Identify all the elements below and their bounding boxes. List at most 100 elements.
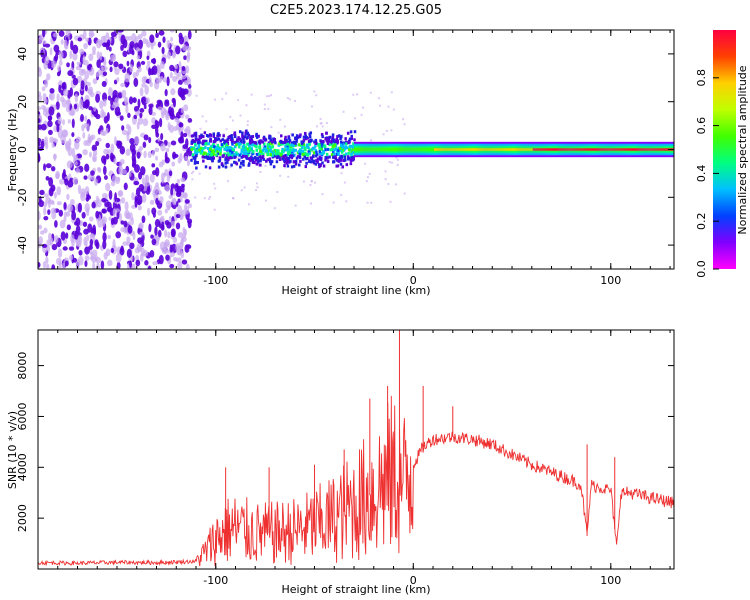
spectrogram-noise-cell [74, 139, 80, 150]
spectrogram-ridge-cell [416, 147, 418, 152]
spectrogram-ridge-peak [461, 148, 463, 151]
spectrogram-noise-cell [88, 106, 93, 111]
spectrogram-band-cell [290, 149, 294, 153]
spectrogram-ridge-peak [443, 148, 446, 151]
spectrogram-noise-cell [82, 132, 86, 139]
spectrogram-haze-cell [342, 110, 345, 113]
spectrogram-band-cell [283, 138, 287, 142]
spectrogram-ridge-peak [498, 148, 500, 151]
spectrogram-band-cell [314, 149, 318, 153]
spectrogram-noise-cell [109, 66, 113, 73]
spectrogram-haze-cell [287, 175, 290, 178]
spectrogram-noise-cell [71, 118, 75, 129]
spectrogram-ridge-peak [599, 148, 602, 151]
spectrogram-noise-cell [95, 71, 100, 78]
spectrogram-band-cell [281, 147, 284, 151]
spectrogram-band-cell [302, 142, 305, 146]
spectrogram-haze-cell [345, 200, 348, 203]
spectrogram-ridge-peak [540, 148, 542, 151]
spectrogram-band-cell [335, 137, 339, 141]
spectrogram-noise-cell [41, 86, 46, 92]
spectrogram-noise-cell [75, 217, 81, 227]
spectrogram-band-cell [285, 148, 288, 152]
spectrogram-band-cell [242, 154, 245, 158]
spectrogram-noise-cell [164, 208, 168, 214]
spectrogram-ridge-peak [481, 148, 483, 151]
spectrogram-band-cell [247, 162, 251, 166]
spectrogram-band-cell [269, 142, 273, 146]
spectrogram-ridge-peak [552, 148, 554, 151]
spectrogram-ridge-peak [607, 148, 610, 151]
spectrogram-band-cell [245, 154, 248, 158]
spectrogram-ridge-peak [516, 148, 519, 151]
spectrogram-noise-cell [45, 196, 51, 204]
spectrogram-noise-cell [181, 95, 186, 101]
spectrogram-ridge-peak [594, 148, 597, 151]
spectrogram-noise-cell [80, 80, 85, 90]
spectrogram-band-cell [198, 148, 201, 152]
spectrogram-band-cell [288, 152, 292, 156]
spectrogram-noise-cell [47, 209, 51, 215]
spectrogram-band-cell [288, 148, 292, 152]
spectrogram-noise-cell [85, 37, 89, 42]
spectrogram-noise-cell [45, 163, 52, 169]
spectrogram-noise-cell [101, 155, 107, 164]
spectrogram-noise-cell [66, 62, 70, 68]
spectrogram-band-cell [244, 130, 248, 134]
spectrogram-band-cell [212, 134, 216, 138]
spectrogram-noise-cell [175, 222, 181, 230]
spectrogram-band-cell [335, 164, 338, 168]
spectrogram-noise-cell [137, 116, 144, 125]
spectrogram-noise-cell [126, 236, 131, 243]
spectrogram-ridge-peak [611, 148, 614, 151]
spectrogram-noise-cell [171, 229, 176, 238]
spectrogram-ridge-peak [530, 148, 533, 151]
spectrogram-noise-cell [88, 32, 95, 37]
spectrogram-band-cell [306, 153, 310, 157]
spectrogram-band-cell [290, 165, 294, 169]
spectrogram-haze-cell [390, 91, 393, 94]
spectrogram-ridge-peak [610, 148, 613, 151]
spectrogram-ridge-peak [528, 148, 531, 151]
spectrogram-band-cell [292, 160, 296, 164]
spectrogram-band-cell [246, 153, 250, 157]
spectrogram-band-cell [214, 138, 217, 142]
spectrogram-band-cell [261, 140, 264, 144]
spectrogram-noise-cell [96, 59, 101, 68]
spectrogram-noise-cell [42, 92, 47, 101]
spectrogram-band-cell [336, 139, 339, 143]
spectrogram-noise-cell [167, 141, 171, 148]
spectrogram-noise-cell [154, 147, 160, 153]
spectrogram-band-cell [248, 141, 252, 145]
spectrogram-ridge-peak [602, 148, 605, 151]
spectrogram-band-cell [288, 143, 292, 147]
spectrogram-band-cell [335, 158, 339, 162]
spectrogram-ridge-peak [477, 148, 479, 151]
spectrogram-noise-cell [58, 209, 64, 217]
spectrogram-noise-cell [63, 88, 69, 97]
spectrogram-ridge-peak [487, 148, 489, 151]
spectrogram-noise-cell [187, 220, 192, 229]
spectrogram-band-cell [318, 155, 322, 159]
spectrogram-band-cell [331, 136, 335, 140]
spectrogram-band-cell [321, 161, 324, 165]
spectrogram-band-cell [328, 135, 332, 139]
spectrogram-ridge-cell [354, 147, 356, 152]
spectrogram-noise-cell [94, 178, 98, 186]
spectrogram-noise-cell [139, 231, 145, 236]
spectrogram-band-cell [224, 165, 228, 169]
spectrogram-band-cell [308, 132, 311, 136]
spectrogram-noise-cell [140, 96, 147, 104]
spectrogram-ridge-peak [488, 148, 490, 151]
spectrogram-band-cell [236, 138, 239, 142]
spectrogram-ridge-peak [478, 148, 480, 151]
spectrogram-noise-cell [84, 186, 90, 195]
spectrogram-noise-cell [74, 93, 79, 103]
spectrogram-ridge-cell [409, 147, 411, 152]
spectrogram-noise-cell [149, 249, 155, 258]
spectrogram-haze-cell [240, 189, 243, 192]
spectrogram-ridge-peak [563, 148, 565, 151]
spectrogram-ridge-cell [370, 147, 373, 152]
spectrogram-noise-cell [99, 100, 104, 110]
spectrogram-noise-cell [102, 239, 107, 250]
